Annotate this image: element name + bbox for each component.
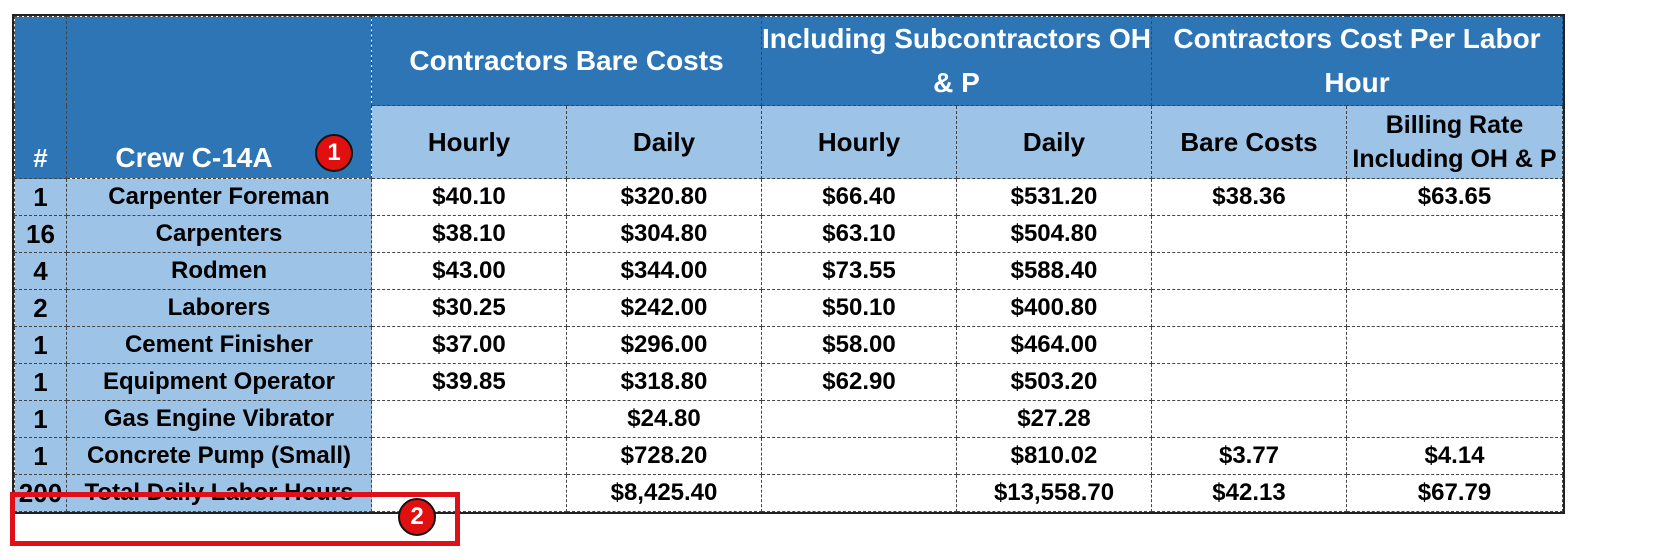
bare-costs-header[interactable]: Bare Costs bbox=[1151, 105, 1347, 179]
hourly-bare-cell[interactable]: $39.85 bbox=[371, 363, 567, 401]
table-row: 1 Gas Engine Vibrator $24.80 $27.28 bbox=[14, 400, 1563, 438]
hourly-sub-header[interactable]: Hourly bbox=[761, 105, 957, 179]
hourly-bare-header[interactable]: Hourly bbox=[371, 105, 567, 179]
spreadsheet: # Crew C-14A 1 Contractors Bare Costs In… bbox=[12, 14, 1565, 514]
billing-rate-cell[interactable]: $67.79 bbox=[1346, 474, 1563, 512]
crew-member-cell[interactable]: Rodmen bbox=[66, 252, 372, 290]
bare-cost-per-hour-cell[interactable] bbox=[1151, 252, 1347, 290]
daily-bare-cell[interactable]: $320.80 bbox=[566, 178, 762, 216]
table-row: 200 Total Daily Labor Hours $8,425.40 $13,5… bbox=[14, 474, 1563, 512]
hourly-bare-cell[interactable] bbox=[371, 437, 567, 475]
daily-sub-cell[interactable]: $810.02 bbox=[956, 437, 1152, 475]
daily-bare-cell[interactable]: $296.00 bbox=[566, 326, 762, 364]
hourly-sub-cell[interactable]: $62.90 bbox=[761, 363, 957, 401]
bare-cost-per-hour-cell[interactable] bbox=[1151, 400, 1347, 438]
bare-cost-per-hour-cell[interactable] bbox=[1151, 326, 1347, 364]
hourly-bare-cell[interactable]: $37.00 bbox=[371, 326, 567, 364]
table-row: 1 Carpenter Foreman $40.10 $320.80 $66.40 $53… bbox=[14, 178, 1563, 216]
daily-sub-cell[interactable]: $531.20 bbox=[956, 178, 1152, 216]
crew-member-cell[interactable]: Laborers bbox=[66, 289, 372, 327]
crew-member-cell[interactable]: Concrete Pump (Small) bbox=[66, 437, 372, 475]
qty-cell[interactable]: 1 bbox=[14, 437, 67, 475]
hourly-sub-cell[interactable]: $58.00 bbox=[761, 326, 957, 364]
hourly-sub-cell[interactable] bbox=[761, 400, 957, 438]
billing-rate-cell[interactable]: $4.14 bbox=[1346, 437, 1563, 475]
group-bare-costs-header[interactable]: Contractors Bare Costs bbox=[371, 16, 762, 106]
daily-sub-cell[interactable]: $503.20 bbox=[956, 363, 1152, 401]
qty-cell[interactable]: 1 bbox=[14, 326, 67, 364]
billing-rate-cell[interactable] bbox=[1346, 215, 1563, 253]
daily-bare-cell[interactable]: $8,425.40 bbox=[566, 474, 762, 512]
table-row: 4 Rodmen $43.00 $344.00 $73.55 $588.40 bbox=[14, 252, 1563, 290]
daily-sub-cell[interactable]: $13,558.70 bbox=[956, 474, 1152, 512]
billing-rate-header[interactable]: Billing Rate Including OH & P bbox=[1346, 105, 1563, 179]
qty-cell[interactable]: 200 bbox=[14, 474, 67, 512]
hourly-sub-cell[interactable]: $50.10 bbox=[761, 289, 957, 327]
hourly-sub-cell[interactable]: $63.10 bbox=[761, 215, 957, 253]
billing-rate-cell[interactable] bbox=[1346, 400, 1563, 438]
crew-member-cell[interactable]: Gas Engine Vibrator bbox=[66, 400, 372, 438]
crew-member-cell[interactable]: Cement Finisher bbox=[66, 326, 372, 364]
hourly-sub-cell[interactable] bbox=[761, 437, 957, 475]
daily-sub-cell[interactable]: $588.40 bbox=[956, 252, 1152, 290]
annotation-badge-1: 1 bbox=[315, 134, 353, 172]
qty-cell[interactable]: 4 bbox=[14, 252, 67, 290]
qty-header[interactable]: # bbox=[14, 16, 67, 179]
crew-member-cell[interactable]: Total Daily Labor Hours bbox=[66, 474, 372, 512]
hourly-bare-cell[interactable]: $40.10 bbox=[371, 178, 567, 216]
table-row: 16 Carpenters $38.10 $304.80 $63.10 $504.80 bbox=[14, 215, 1563, 253]
billing-rate-cell[interactable] bbox=[1346, 363, 1563, 401]
qty-cell[interactable]: 16 bbox=[14, 215, 67, 253]
daily-bare-cell[interactable]: $242.00 bbox=[566, 289, 762, 327]
table-row: 1 Cement Finisher $37.00 $296.00 $58.00 $464.… bbox=[14, 326, 1563, 364]
bare-cost-per-hour-cell[interactable]: $3.77 bbox=[1151, 437, 1347, 475]
crew-header[interactable]: Crew C-14A 1 bbox=[66, 16, 372, 179]
group-cost-per-labor-hour-header[interactable]: Contractors Cost Per Labor Hour bbox=[1151, 16, 1563, 106]
qty-cell[interactable]: 2 bbox=[14, 289, 67, 327]
billing-rate-cell[interactable] bbox=[1346, 289, 1563, 327]
bare-cost-per-hour-cell[interactable]: $38.36 bbox=[1151, 178, 1347, 216]
hourly-sub-cell[interactable] bbox=[761, 474, 957, 512]
crew-member-cell[interactable]: Equipment Operator bbox=[66, 363, 372, 401]
daily-bare-cell[interactable]: $24.80 bbox=[566, 400, 762, 438]
daily-bare-cell[interactable]: $728.20 bbox=[566, 437, 762, 475]
daily-bare-cell[interactable]: $344.00 bbox=[566, 252, 762, 290]
daily-sub-cell[interactable]: $400.80 bbox=[956, 289, 1152, 327]
table-body: 1 Carpenter Foreman $40.10 $320.80 $66.40 $53… bbox=[14, 178, 1563, 512]
crew-member-cell[interactable]: Carpenter Foreman bbox=[66, 178, 372, 216]
billing-rate-cell[interactable]: $63.65 bbox=[1346, 178, 1563, 216]
qty-cell[interactable]: 1 bbox=[14, 363, 67, 401]
bare-cost-per-hour-cell[interactable] bbox=[1151, 289, 1347, 327]
group-subcontractors-header[interactable]: Including Subcontractors OH & P bbox=[761, 16, 1152, 106]
hourly-bare-cell[interactable] bbox=[371, 400, 567, 438]
crew-cost-table: # Crew C-14A 1 Contractors Bare Costs In… bbox=[14, 16, 1563, 512]
table-row: 2 Laborers $30.25 $242.00 $50.10 $400.80 bbox=[14, 289, 1563, 327]
qty-cell[interactable]: 1 bbox=[14, 178, 67, 216]
hourly-bare-cell[interactable]: $30.25 bbox=[371, 289, 567, 327]
daily-sub-cell[interactable]: $27.28 bbox=[956, 400, 1152, 438]
hourly-sub-cell[interactable]: $66.40 bbox=[761, 178, 957, 216]
bare-cost-per-hour-cell[interactable] bbox=[1151, 363, 1347, 401]
hourly-bare-cell[interactable]: $38.10 bbox=[371, 215, 567, 253]
bare-cost-per-hour-cell[interactable]: $42.13 bbox=[1151, 474, 1347, 512]
billing-rate-cell[interactable] bbox=[1346, 252, 1563, 290]
billing-rate-cell[interactable] bbox=[1346, 326, 1563, 364]
table-row: 1 Concrete Pump (Small) $728.20 $810.02 $3.7… bbox=[14, 437, 1563, 475]
crew-member-cell[interactable]: Carpenters bbox=[66, 215, 372, 253]
daily-sub-cell[interactable]: $464.00 bbox=[956, 326, 1152, 364]
qty-cell[interactable]: 1 bbox=[14, 400, 67, 438]
daily-sub-cell[interactable]: $504.80 bbox=[956, 215, 1152, 253]
daily-bare-cell[interactable]: $318.80 bbox=[566, 363, 762, 401]
daily-bare-header[interactable]: Daily bbox=[566, 105, 762, 179]
daily-bare-cell[interactable]: $304.80 bbox=[566, 215, 762, 253]
table-row: 1 Equipment Operator $39.85 $318.80 $62.90 $5… bbox=[14, 363, 1563, 401]
crew-title: Crew C-14A bbox=[115, 142, 273, 173]
daily-sub-header[interactable]: Daily bbox=[956, 105, 1152, 179]
annotation-badge-2: 2 bbox=[398, 498, 436, 536]
hourly-bare-cell[interactable]: $43.00 bbox=[371, 252, 567, 290]
hourly-sub-cell[interactable]: $73.55 bbox=[761, 252, 957, 290]
bare-cost-per-hour-cell[interactable] bbox=[1151, 215, 1347, 253]
